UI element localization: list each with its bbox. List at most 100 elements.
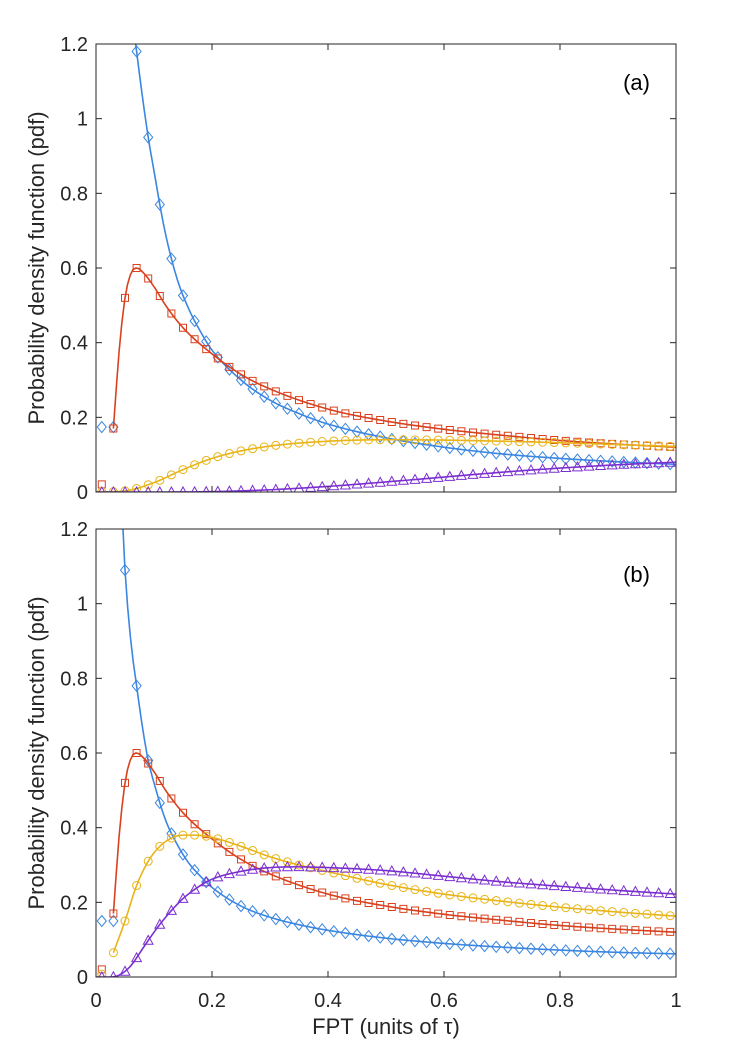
blue-marker [375,430,386,443]
yellow-marker [132,881,142,891]
purple-marker [362,863,375,874]
red-marker [411,421,419,430]
purple-marker [386,865,398,876]
purple-marker [606,883,618,895]
yellow-marker [410,435,420,445]
red-marker [283,391,292,400]
yellow-marker [387,435,397,445]
y-axis-label: Probability density function (pdf) [24,111,49,424]
yellow-markers [97,830,675,977]
red-marker [318,403,327,412]
yellow-marker [259,850,269,860]
red-marker [376,901,385,910]
blue-marker [96,914,107,928]
blue-marker [270,912,281,926]
panel-a: 0 0.2 0.4 0.6 0.8 1 1.2 (a) Probability densit… [24,34,677,504]
red-marker [411,906,419,915]
blue-marker [317,923,328,936]
yellow-marker [143,856,153,866]
y-tick-label: 0 [77,967,88,989]
y-tick-label: 0.8 [60,183,88,205]
red-marker [190,820,199,829]
purple-marker [154,918,166,929]
purple-marker [133,485,140,492]
yellow-marker [329,868,339,878]
purple-marker [409,473,421,484]
yellow-marker [607,907,617,917]
purple-marker [316,861,328,872]
blue-marker [293,918,305,932]
yellow-marker [538,901,548,911]
purple-marker [225,485,234,492]
blue-marker [641,456,653,470]
red-marker [318,888,327,897]
yellow-marker [561,903,571,913]
yellow-curve [112,834,676,954]
blue-marker [456,443,467,456]
yellow-marker [584,439,594,449]
red-marker [364,899,373,908]
purple-marker [156,485,164,492]
red-marker [585,923,593,932]
red-marker [237,370,245,379]
purple-marker [641,457,653,468]
blue-marker [247,904,258,918]
blue-marker [305,411,316,425]
red-marker [225,847,234,856]
yellow-marker [248,444,258,454]
purple-marker [467,468,479,479]
purple-marker [618,884,630,896]
blue-marker [525,450,537,463]
purple-marker [583,882,595,893]
red-marker [527,919,535,928]
red-marker [387,418,396,427]
purple-marker [432,471,444,482]
y-tick-label: 1 [77,109,88,131]
purple-marker [664,887,676,899]
red-marker [469,913,477,922]
yellow-marker [503,436,513,446]
yellow-marker [398,435,408,445]
blue-marker [479,939,490,953]
yellow-marker [143,480,153,490]
red-marker [179,323,187,332]
red-marker [109,424,118,433]
purple-marker [455,469,468,480]
purple-marker [571,881,584,892]
y-tick-label: 1 [77,594,88,616]
y-tick-label: 0.2 [60,892,88,914]
yellow-marker [561,438,571,448]
purple-marker [304,481,317,492]
purple-marker [98,970,106,977]
purple-marker [235,865,247,876]
purple-marker [583,460,595,471]
blue-marker [317,415,328,429]
red-marker [399,904,408,913]
purple-marker [293,482,305,492]
yellow-marker [538,437,548,447]
blue-marker [595,945,606,959]
yellow-marker [155,841,165,851]
purple-marker [191,485,198,492]
purple-marker [478,467,491,478]
blue-marker [189,863,200,877]
blue-marker [259,909,270,922]
blue-marker [456,938,467,951]
blue-marker [525,942,537,956]
yellow-marker [491,436,501,446]
red-marker [399,419,408,428]
yellow-marker [248,846,258,856]
purple-marker [525,464,537,475]
yellow-marker [584,905,594,915]
purple-marker [386,475,398,486]
blue-marker [270,397,281,410]
red-marker [306,399,315,408]
yellow-marker [468,436,478,446]
blue-marker [328,924,339,938]
purple-marker [258,862,270,873]
blue-marker [549,943,560,957]
yellow-marker [398,883,408,893]
red-marker [573,922,582,931]
purple-marker [109,970,117,977]
red-marker [364,414,373,423]
